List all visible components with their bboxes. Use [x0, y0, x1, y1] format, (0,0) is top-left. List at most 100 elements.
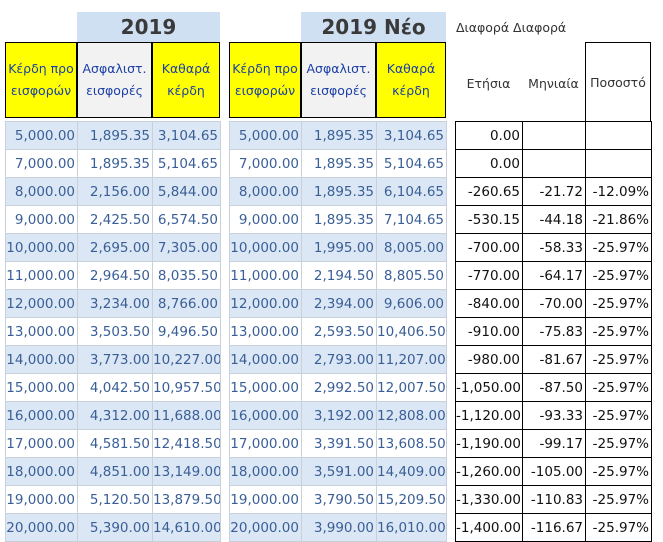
table-cell: 2,793.00: [301, 345, 377, 374]
table-cell: [585, 121, 652, 150]
table-cell: 3,790.50: [301, 485, 377, 514]
table-cell: 9,496.50: [152, 317, 221, 346]
table-cell: 10,000.00: [5, 233, 78, 262]
right-header-contributions: Ασφαλιστ. εισφορές: [301, 42, 376, 118]
table-cell: 11,000.00: [5, 261, 78, 290]
table-cell: 3,391.50: [301, 429, 377, 458]
table-cell: [522, 149, 586, 178]
difference-table: 0.00 0.00 -260.65 -21.72 -12.09% -530.15 -44.1…: [455, 121, 652, 542]
table-cell: 8,005.00: [376, 233, 447, 262]
table-cell: 2,194.50: [301, 261, 377, 290]
table-cell: 15,209.50: [376, 485, 447, 514]
table-cell: 14,409.00: [376, 457, 447, 486]
table-cell: 17,000.00: [229, 429, 302, 458]
table-cell: -25.97%: [585, 261, 652, 290]
left-header-contributions: Ασφαλιστ. εισφορές: [77, 42, 152, 118]
left-header-net: Καθαρά κέρδη: [152, 42, 220, 118]
diff-table-row: -530.15 -44.18 -21.86%: [455, 205, 652, 234]
table-cell: -64.17: [522, 261, 586, 290]
right-data-table: 5,000.00 1,895.35 3,104.65 7,000.00 1,895.35…: [229, 121, 447, 542]
table-cell: -12.09%: [585, 177, 652, 206]
left-table-row: 19,000.00 5,120.50 13,879.50: [5, 485, 221, 514]
table-cell: 5,000.00: [229, 121, 302, 150]
table-cell: -75.83: [522, 317, 586, 346]
right-table-row: 5,000.00 1,895.35 3,104.65: [229, 121, 447, 150]
left-table-row: 9,000.00 2,425.50 6,574.50: [5, 205, 221, 234]
table-cell: 1,995.00: [301, 233, 377, 262]
table-cell: -980.00: [455, 345, 523, 374]
table-cell: 0.00: [455, 149, 523, 178]
left-table-row: 17,000.00 4,581.50 12,418.50: [5, 429, 221, 458]
table-cell: 2,593.50: [301, 317, 377, 346]
diff-header-monthly: Μηνιαία: [528, 75, 579, 91]
table-cell: 1,895.35: [301, 177, 377, 206]
right-table-row: 16,000.00 3,192.00 12,808.00: [229, 401, 447, 430]
left-header-gross: Κέρδη προ εισφορών: [5, 42, 77, 118]
table-cell: [585, 149, 652, 178]
table-cell: 3,503.50: [77, 317, 153, 346]
table-cell: 3,234.00: [77, 289, 153, 318]
table-cell: 13,608.50: [376, 429, 447, 458]
right-table-row: 17,000.00 3,391.50 13,608.50: [229, 429, 447, 458]
table-cell: 6,574.50: [152, 205, 221, 234]
table-cell: 1,895.35: [77, 121, 153, 150]
right-table-row: 7,000.00 1,895.35 5,104.65: [229, 149, 447, 178]
table-cell: -99.17: [522, 429, 586, 458]
table-cell: 4,042.50: [77, 373, 153, 402]
table-cell: 12,000.00: [229, 289, 302, 318]
table-cell: 10,957.50: [152, 373, 221, 402]
left-data-table: 5,000.00 1,895.35 3,104.65 7,000.00 1,895.35…: [5, 121, 221, 542]
table-cell: 5,104.65: [376, 149, 447, 178]
left-table-title: 2019: [77, 12, 220, 42]
table-cell: 9,000.00: [5, 205, 78, 234]
table-cell: 13,149.00: [152, 457, 221, 486]
left-table-row: 5,000.00 1,895.35 3,104.65: [5, 121, 221, 150]
table-cell: 19,000.00: [229, 485, 302, 514]
table-cell: 2,394.00: [301, 289, 377, 318]
right-table-row: 13,000.00 2,593.50 10,406.50: [229, 317, 447, 346]
right-table-row: 18,000.00 3,591.00 14,409.00: [229, 457, 447, 486]
table-cell: -770.00: [455, 261, 523, 290]
table-cell: 9,606.00: [376, 289, 447, 318]
diff-table-row: -770.00 -64.17 -25.97%: [455, 261, 652, 290]
table-cell: -58.33: [522, 233, 586, 262]
left-table-row: 11,000.00 2,964.50 8,035.50: [5, 261, 221, 290]
table-cell: -70.00: [522, 289, 586, 318]
right-table-row: 10,000.00 1,995.00 8,005.00: [229, 233, 447, 262]
right-table-row: 9,000.00 1,895.35 7,104.65: [229, 205, 447, 234]
diff-header-annual: Ετήσια: [466, 75, 511, 91]
table-cell: 5,844.00: [152, 177, 221, 206]
table-cell: 8,035.50: [152, 261, 221, 290]
right-table-row: 12,000.00 2,394.00 9,606.00: [229, 289, 447, 318]
table-cell: -25.97%: [585, 317, 652, 346]
table-cell: 5,000.00: [5, 121, 78, 150]
table-cell: 12,808.00: [376, 401, 447, 430]
table-cell: 2,425.50: [77, 205, 153, 234]
diff-table-row: -980.00 -81.67 -25.97%: [455, 345, 652, 374]
table-cell: 8,000.00: [5, 177, 78, 206]
table-cell: -700.00: [455, 233, 523, 262]
left-table-row: 16,000.00 4,312.00 11,688.00: [5, 401, 221, 430]
table-cell: 16,000.00: [5, 401, 78, 430]
diff-table-row: -260.65 -21.72 -12.09%: [455, 177, 652, 206]
diff-table-row: -910.00 -75.83 -25.97%: [455, 317, 652, 346]
left-table-row: 8,000.00 2,156.00 5,844.00: [5, 177, 221, 206]
table-cell: 3,104.65: [376, 121, 447, 150]
table-cell: 3,773.00: [77, 345, 153, 374]
diff-header-percent: Ποσοστό: [585, 42, 651, 121]
difference-label: Διαφορά Διαφορά: [456, 19, 567, 35]
table-cell: 9,000.00: [229, 205, 302, 234]
table-cell: 3,192.00: [301, 401, 377, 430]
right-table-title: 2019 Νέο: [301, 12, 446, 42]
diff-table-row: -1,050.00 -87.50 -25.97%: [455, 373, 652, 402]
table-cell: -25.97%: [585, 289, 652, 318]
table-cell: 4,851.00: [77, 457, 153, 486]
right-table-row: 8,000.00 1,895.35 6,104.65: [229, 177, 447, 206]
table-cell: -910.00: [455, 317, 523, 346]
left-table-row: 12,000.00 3,234.00 8,766.00: [5, 289, 221, 318]
left-table-row: 18,000.00 4,851.00 13,149.00: [5, 457, 221, 486]
table-cell: 1,895.35: [77, 149, 153, 178]
table-cell: 13,879.50: [152, 485, 221, 514]
table-cell: -25.97%: [585, 429, 652, 458]
table-cell: 3,104.65: [152, 121, 221, 150]
